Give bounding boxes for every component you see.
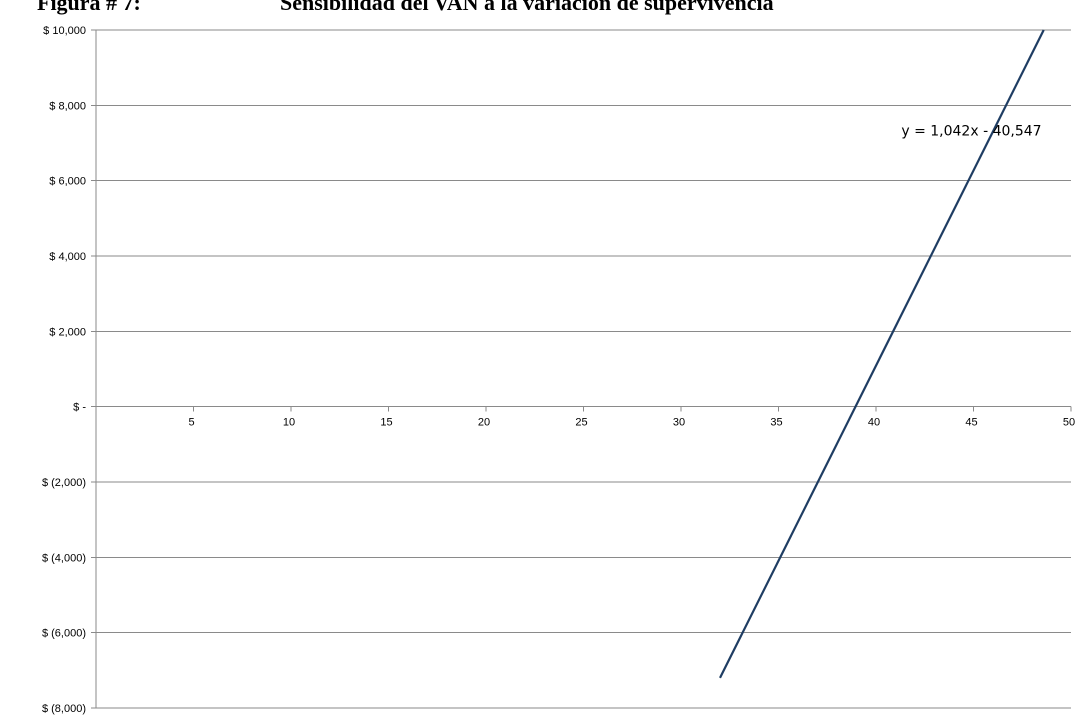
y-tick-label: $ (8,000) <box>42 703 86 715</box>
y-tick-label: $ 8,000 <box>49 100 86 112</box>
y-tick-label: $ 2,000 <box>49 326 86 338</box>
figure-title: Sensibilidad del VAN a la variación de s… <box>280 0 774 15</box>
chart-title: Figura # 7: Sensibilidad del VAN a la va… <box>0 0 1084 15</box>
x-tick-label: 35 <box>770 417 782 429</box>
x-tick-label: 5 <box>188 417 194 429</box>
y-tick-label: $ 4,000 <box>49 251 86 263</box>
x-tick-label: 25 <box>575 417 587 429</box>
x-tick-label: 45 <box>965 417 977 429</box>
axes <box>91 29 1072 709</box>
y-tick-label: $ 10,000 <box>43 25 86 37</box>
y-tick-label: $ - <box>73 402 86 414</box>
series-line <box>719 29 1045 679</box>
figure-number: Figura # 7: <box>37 0 141 15</box>
series <box>719 29 1045 679</box>
grid-lines <box>96 29 1071 709</box>
x-tick-label: 10 <box>283 417 295 429</box>
x-tick-label: 15 <box>380 417 392 429</box>
labels: $ 10,000 $ 8,000 $ 6,000 $ 4,000 $ 2,000 $ - $… <box>42 25 1075 715</box>
x-tick-label: 30 <box>673 417 685 429</box>
y-tick-label: $ (2,000) <box>42 477 86 489</box>
x-tick-label: 20 <box>478 417 490 429</box>
trendline-equation-label: y = 1,042x - 40,547 <box>901 123 1041 139</box>
x-tick-label: 50 <box>1063 417 1075 429</box>
x-tick-label: 40 <box>868 417 880 429</box>
y-tick-label: $ (6,000) <box>42 628 86 640</box>
y-tick-label: $ 6,000 <box>49 176 86 188</box>
y-tick-label: $ (4,000) <box>42 552 86 564</box>
